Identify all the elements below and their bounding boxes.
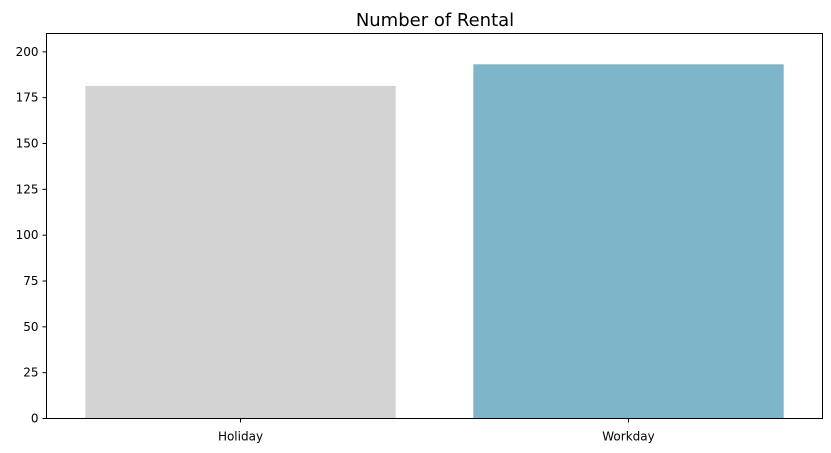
y-tick-label: 125 <box>16 182 39 196</box>
y-tick-label: 100 <box>16 228 39 242</box>
bars-layer <box>85 64 784 419</box>
y-tick-label: 150 <box>16 137 39 151</box>
x-axis: Holiday Workday <box>218 418 655 444</box>
x-tick-label: Holiday <box>218 430 263 444</box>
y-tick-label: 200 <box>16 45 39 59</box>
y-tick-label: 175 <box>16 91 39 105</box>
bar-workday <box>473 64 784 419</box>
y-tick-label: 50 <box>23 320 38 334</box>
y-axis: 0 25 50 75 100 125 150 175 200 <box>16 45 47 426</box>
x-tick-label: Workday <box>602 430 654 444</box>
chart-title: Number of Rental <box>356 10 514 31</box>
y-tick-label: 75 <box>23 274 38 288</box>
y-tick-label: 0 <box>31 412 39 426</box>
y-tick-label: 25 <box>23 366 38 380</box>
bar-holiday <box>85 85 396 419</box>
plot-frame <box>46 33 823 419</box>
